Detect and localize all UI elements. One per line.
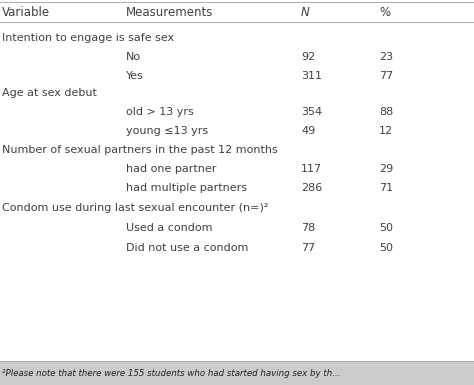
- Text: Variable: Variable: [2, 5, 51, 18]
- Text: had one partner: had one partner: [126, 164, 216, 174]
- Text: 12: 12: [379, 126, 393, 136]
- Text: young ≤13 yrs: young ≤13 yrs: [126, 126, 208, 136]
- Text: No: No: [126, 52, 141, 62]
- Text: Intention to engage is safe sex: Intention to engage is safe sex: [2, 33, 174, 43]
- Text: 50: 50: [379, 243, 393, 253]
- Text: Did not use a condom: Did not use a condom: [126, 243, 248, 253]
- Text: 354: 354: [301, 107, 322, 117]
- Text: 71: 71: [379, 183, 393, 193]
- Text: 78: 78: [301, 223, 315, 233]
- Text: 49: 49: [301, 126, 315, 136]
- Text: 50: 50: [379, 223, 393, 233]
- Text: old > 13 yrs: old > 13 yrs: [126, 107, 193, 117]
- Text: 117: 117: [301, 164, 322, 174]
- Text: had multiple partners: had multiple partners: [126, 183, 246, 193]
- Text: %: %: [379, 5, 390, 18]
- Text: 77: 77: [379, 71, 393, 81]
- Text: 92: 92: [301, 52, 315, 62]
- Text: Condom use during last sexual encounter (n=)²: Condom use during last sexual encounter …: [2, 203, 269, 213]
- Text: 88: 88: [379, 107, 393, 117]
- Text: 77: 77: [301, 243, 315, 253]
- Text: 29: 29: [379, 164, 393, 174]
- Text: ²Please note that there were 155 students who had started having sex by th...: ²Please note that there were 155 student…: [2, 368, 341, 378]
- Text: 286: 286: [301, 183, 322, 193]
- Text: 311: 311: [301, 71, 322, 81]
- FancyBboxPatch shape: [0, 361, 474, 385]
- Text: Number of sexual partners in the past 12 months: Number of sexual partners in the past 12…: [2, 145, 278, 155]
- Text: Yes: Yes: [126, 71, 144, 81]
- Text: N: N: [301, 5, 310, 18]
- Text: 23: 23: [379, 52, 393, 62]
- Text: Age at sex debut: Age at sex debut: [2, 88, 97, 98]
- Text: Used a condom: Used a condom: [126, 223, 212, 233]
- Text: Measurements: Measurements: [126, 5, 213, 18]
